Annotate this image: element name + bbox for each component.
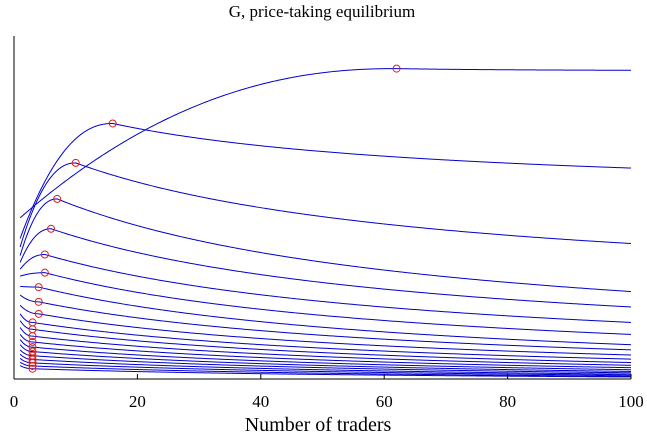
series-line-12 xyxy=(19,320,632,364)
x-tick-label-20: 20 xyxy=(129,392,146,411)
x-tick-label-80: 80 xyxy=(499,392,516,411)
peak-marker-9 xyxy=(34,297,43,306)
chart-title: G, price-taking equilibrium xyxy=(229,2,415,21)
series-line-7 xyxy=(20,272,632,335)
peak-marker-2 xyxy=(108,119,117,128)
series-line-8 xyxy=(20,285,632,346)
series-line-11 xyxy=(19,313,632,360)
peak-marker-20 xyxy=(28,361,37,370)
series-line-18 xyxy=(19,353,632,375)
peak-marker-19 xyxy=(28,358,37,367)
series-line-15 xyxy=(19,339,632,371)
series-line-19 xyxy=(19,358,632,376)
x-tick-label-40: 40 xyxy=(252,392,269,411)
peak-marker-6 xyxy=(40,250,49,259)
x-tick-label-100: 100 xyxy=(618,392,644,411)
x-tick-label-60: 60 xyxy=(376,392,393,411)
series-line-4 xyxy=(19,198,632,293)
peak-marker-1 xyxy=(392,64,401,73)
plot-area: 0 20 40 60 80 100 xyxy=(10,36,644,411)
peak-marker-5 xyxy=(47,224,56,233)
peak-marker-10 xyxy=(34,309,43,318)
peak-marker-21 xyxy=(28,364,37,373)
series-line-10 xyxy=(19,304,632,356)
peak-marker-13 xyxy=(28,332,37,341)
series-line-6 xyxy=(19,253,632,323)
series-line-5 xyxy=(19,228,632,308)
peak-marker-8 xyxy=(34,283,43,292)
series-line-16 xyxy=(19,344,632,372)
series-line-14 xyxy=(19,334,632,369)
series-line-20 xyxy=(19,361,632,377)
peak-marker-15 xyxy=(28,343,37,352)
x-axis-label: Number of traders xyxy=(245,414,392,436)
series-line-9 xyxy=(19,294,632,351)
series-line-21 xyxy=(19,365,632,378)
series-line-17 xyxy=(19,349,632,374)
series-line-2 xyxy=(19,122,632,239)
series-group xyxy=(19,68,632,378)
peak-marker-7 xyxy=(40,268,49,277)
series-line-1 xyxy=(19,68,631,219)
peak-marker-4 xyxy=(53,194,62,203)
x-tick-group: 0 20 40 60 80 100 xyxy=(10,374,644,411)
series-line-3 xyxy=(19,162,632,248)
peak-marker-group xyxy=(28,64,401,373)
x-tick-label-0: 0 xyxy=(10,392,19,411)
series-line-13 xyxy=(19,327,632,366)
peak-marker-16 xyxy=(28,347,37,356)
peak-marker-3 xyxy=(71,158,80,167)
peak-marker-14 xyxy=(28,337,37,346)
